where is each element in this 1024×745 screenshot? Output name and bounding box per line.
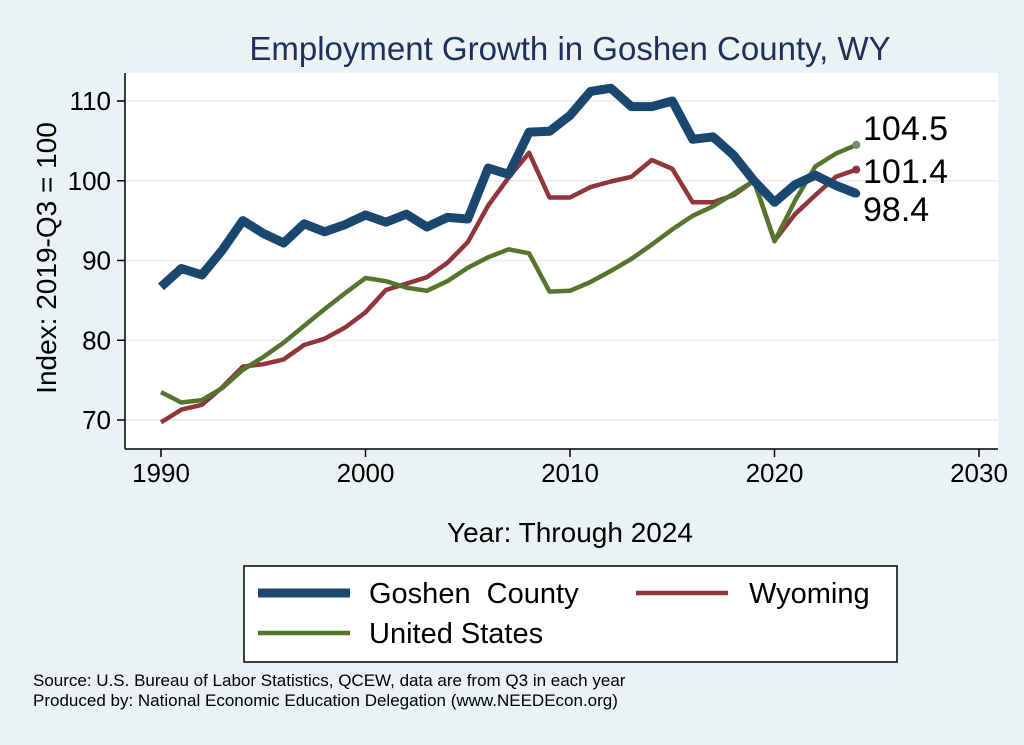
y-tick-label-90: 90 [82, 246, 111, 276]
legend-items: Goshen County Wyoming United States [258, 578, 870, 650]
legend-box [243, 565, 898, 663]
x-tick-label-2010: 2010 [541, 458, 599, 488]
y-tick-label-70: 70 [82, 405, 111, 435]
end-label-1: 101.4 [863, 153, 948, 191]
y-axis-label: Index: 2019-Q3 = 100 [31, 122, 62, 394]
x-ticks: 1990 2000 2010 2020 2030 [132, 449, 1008, 488]
series-line-2 [159, 142, 858, 405]
source-note: Source: U.S. Bureau of Labor Statistics,… [33, 671, 626, 690]
legend: Goshen County Wyoming United States [243, 565, 898, 663]
x-tick-label-2000: 2000 [337, 458, 395, 488]
grid [125, 100, 998, 421]
series-line-0 [157, 83, 858, 291]
end-label-2: 104.5 [863, 110, 948, 148]
y-tick-label-80: 80 [82, 325, 111, 355]
chart-title: Employment Growth in Goshen County, WY [249, 30, 890, 67]
series-end-point-1 [852, 165, 861, 174]
y-ticks: 70 80 90 100 110 [68, 86, 125, 435]
x-tick-label-1990: 1990 [132, 458, 190, 488]
legend-label-1: Wyoming [749, 578, 870, 610]
end-label-0: 98.4 [863, 191, 929, 229]
series-end-point-2 [852, 140, 861, 149]
y-tick-label-100: 100 [68, 166, 111, 196]
series-end-point-0 [852, 189, 861, 198]
y-tick-label-110: 110 [70, 86, 111, 116]
series-lines [157, 83, 861, 425]
legend-label-2: United States [369, 618, 543, 650]
footer: Source: U.S. Bureau of Labor Statistics,… [33, 671, 625, 711]
x-axis-label: Year: Through 2024 [447, 517, 693, 548]
producer-note: Produced by: National Economic Education… [33, 691, 618, 710]
x-tick-label-2020: 2020 [746, 458, 804, 488]
x-tick-label-2030: 2030 [950, 458, 1008, 488]
legend-label-0: Goshen County [369, 578, 579, 610]
